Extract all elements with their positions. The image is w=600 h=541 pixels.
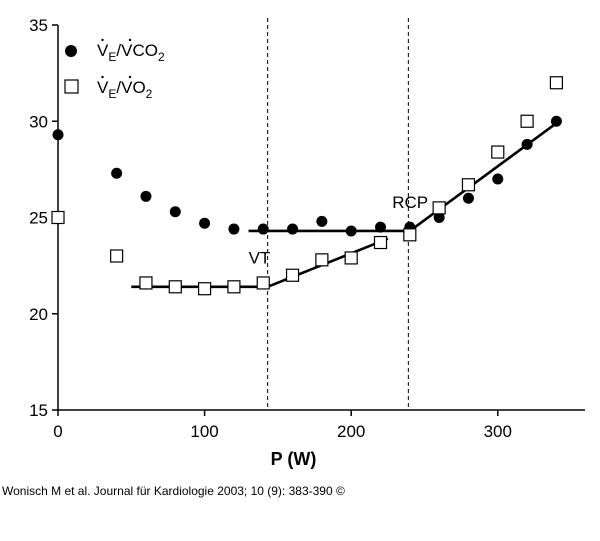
annotations: VT RCP — [249, 193, 429, 268]
vo2-point — [491, 145, 505, 159]
legend-entry-vco2-part: E — [108, 50, 116, 64]
legend-entry-vo2-part: 2 — [146, 87, 153, 101]
y-tick-label: 25 — [29, 209, 48, 228]
data-points — [51, 76, 564, 296]
vo2-point — [110, 249, 124, 263]
vco2-point — [257, 223, 269, 235]
vo2-point — [520, 114, 534, 128]
vco2-point — [287, 223, 299, 235]
vo2-point — [461, 178, 476, 192]
legend-entry-vco2-part: 2 — [158, 50, 165, 64]
dot-accent — [128, 38, 132, 42]
vo2-point — [549, 76, 564, 90]
annotation-rcp: RCP — [392, 193, 428, 212]
vco2-point — [111, 167, 123, 179]
vo2-point — [344, 251, 358, 265]
legend-entry-vo2-part: O — [132, 78, 145, 97]
annotation-vt: VT — [249, 249, 271, 268]
legend-entry-vo2-part: V — [121, 78, 133, 97]
y-tick-label: 20 — [29, 305, 48, 324]
fit-line — [409, 122, 558, 233]
legend-marker-square — [64, 79, 79, 94]
vo2-point — [285, 268, 300, 282]
threshold-lines — [267, 18, 409, 410]
vo2-point — [256, 276, 270, 290]
legend-entry-vco2-part: V — [121, 41, 133, 60]
vco2-point — [345, 225, 357, 237]
legend-entry-vco2-part: / — [116, 41, 121, 60]
vo2-point — [51, 210, 65, 225]
vo2-point — [197, 282, 212, 296]
vco2-point — [52, 129, 64, 141]
legend-entry-vco2-text: VE/VCO2 — [97, 41, 165, 64]
vo2-point — [227, 280, 241, 294]
legend-entry-vo2: VE/VO2 — [97, 75, 153, 101]
vco2-point — [375, 221, 387, 233]
legend-entry-vo2-part: E — [108, 87, 116, 101]
vo2-point — [315, 253, 329, 267]
vo2-point — [403, 228, 417, 242]
vco2-point — [140, 190, 152, 202]
x-tick-label: 200 — [337, 422, 365, 441]
legend-marker-circle — [65, 45, 77, 57]
legend-entry-vco2-part: V — [97, 41, 109, 60]
x-tick-label: 100 — [190, 422, 218, 441]
x-tick-label: 300 — [484, 422, 512, 441]
legend-entry-vo2-part: / — [116, 78, 121, 97]
legend-entry-vco2: VE/VCO2 — [97, 38, 165, 64]
vco2-point — [462, 192, 474, 204]
vco2-point — [228, 223, 240, 235]
vco2-point — [169, 206, 181, 218]
citation: Wonisch M et al. Journal für Kardiologie… — [2, 484, 345, 498]
vco2-point — [492, 173, 504, 185]
y-tick-label: 30 — [29, 112, 48, 131]
dot-accent — [101, 38, 104, 42]
axes: 0 100 200 300 15 20 25 30 35 P (W) — [29, 16, 585, 469]
vco2-point — [521, 138, 533, 150]
vco2-point — [199, 217, 211, 229]
dot-accent — [128, 75, 132, 79]
dot-accent — [101, 75, 104, 79]
x-tick-label: 0 — [53, 422, 62, 441]
vo2-point — [139, 276, 153, 290]
x-axis-title: P (W) — [271, 449, 317, 469]
legend-entry-vo2-part: V — [97, 78, 109, 97]
legend-entry-vo2-text: VE/VO2 — [97, 78, 153, 101]
legend-entry-vco2-part: CO — [132, 41, 158, 60]
vco2-point — [316, 215, 328, 227]
vco2-point — [433, 212, 445, 223]
vco2-point — [550, 115, 562, 127]
y-tick-label: 35 — [29, 16, 48, 35]
vo2-point — [373, 235, 388, 250]
y-tick-label: 15 — [29, 401, 48, 420]
vo2-point — [432, 201, 446, 215]
vo2-point — [168, 280, 182, 294]
